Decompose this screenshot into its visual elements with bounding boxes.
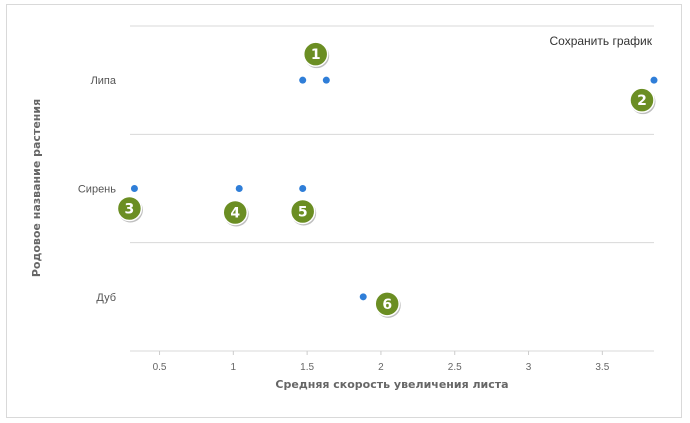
point-badge: 2: [629, 87, 656, 115]
data-point: [299, 185, 307, 192]
data-points: [130, 76, 658, 301]
x-tick-label: 2.5: [448, 362, 462, 373]
data-point: [235, 185, 243, 192]
data-point: [359, 293, 367, 301]
x-tick-label: 1.5: [300, 362, 314, 373]
grid-lines: [130, 25, 654, 355]
x-tick-labels: 0.5 1 1.5 2 2.5 3 3.5: [153, 362, 610, 373]
x-axis-label: Средняя скорость увеличения листа: [275, 378, 508, 391]
badge-number: 3: [125, 202, 135, 218]
category-labels: Липа Сирень Дуб: [78, 75, 117, 304]
point-badge: 3: [116, 195, 143, 223]
point-badge: 6: [374, 291, 401, 318]
data-point: [650, 76, 658, 84]
category-label: Сирень: [78, 184, 116, 196]
x-tick-label: 0.5: [153, 362, 167, 373]
x-tick-label: 1: [231, 362, 237, 373]
category-label: Липа: [91, 75, 117, 87]
data-point: [299, 76, 307, 84]
x-tick-label: 2: [378, 362, 384, 373]
data-point: [322, 76, 330, 84]
x-tick-label: 3: [526, 362, 532, 373]
y-axis-label: Родовое название растения: [30, 99, 43, 277]
badge-number: 6: [382, 297, 392, 313]
point-badge: 5: [289, 198, 317, 226]
badge-number: 4: [230, 206, 240, 222]
data-point: [130, 185, 138, 192]
badge-number: 5: [298, 205, 308, 221]
save-chart-button[interactable]: Сохранить график: [549, 34, 652, 48]
badge-number: 1: [311, 47, 321, 63]
badge-number: 2: [637, 93, 647, 109]
point-badges: 1 2 3 4 5 6: [116, 41, 656, 318]
point-badge: 4: [222, 199, 249, 227]
category-label: Дуб: [96, 292, 116, 304]
point-badge: 1: [302, 41, 330, 69]
x-tick-label: 3.5: [595, 362, 609, 373]
